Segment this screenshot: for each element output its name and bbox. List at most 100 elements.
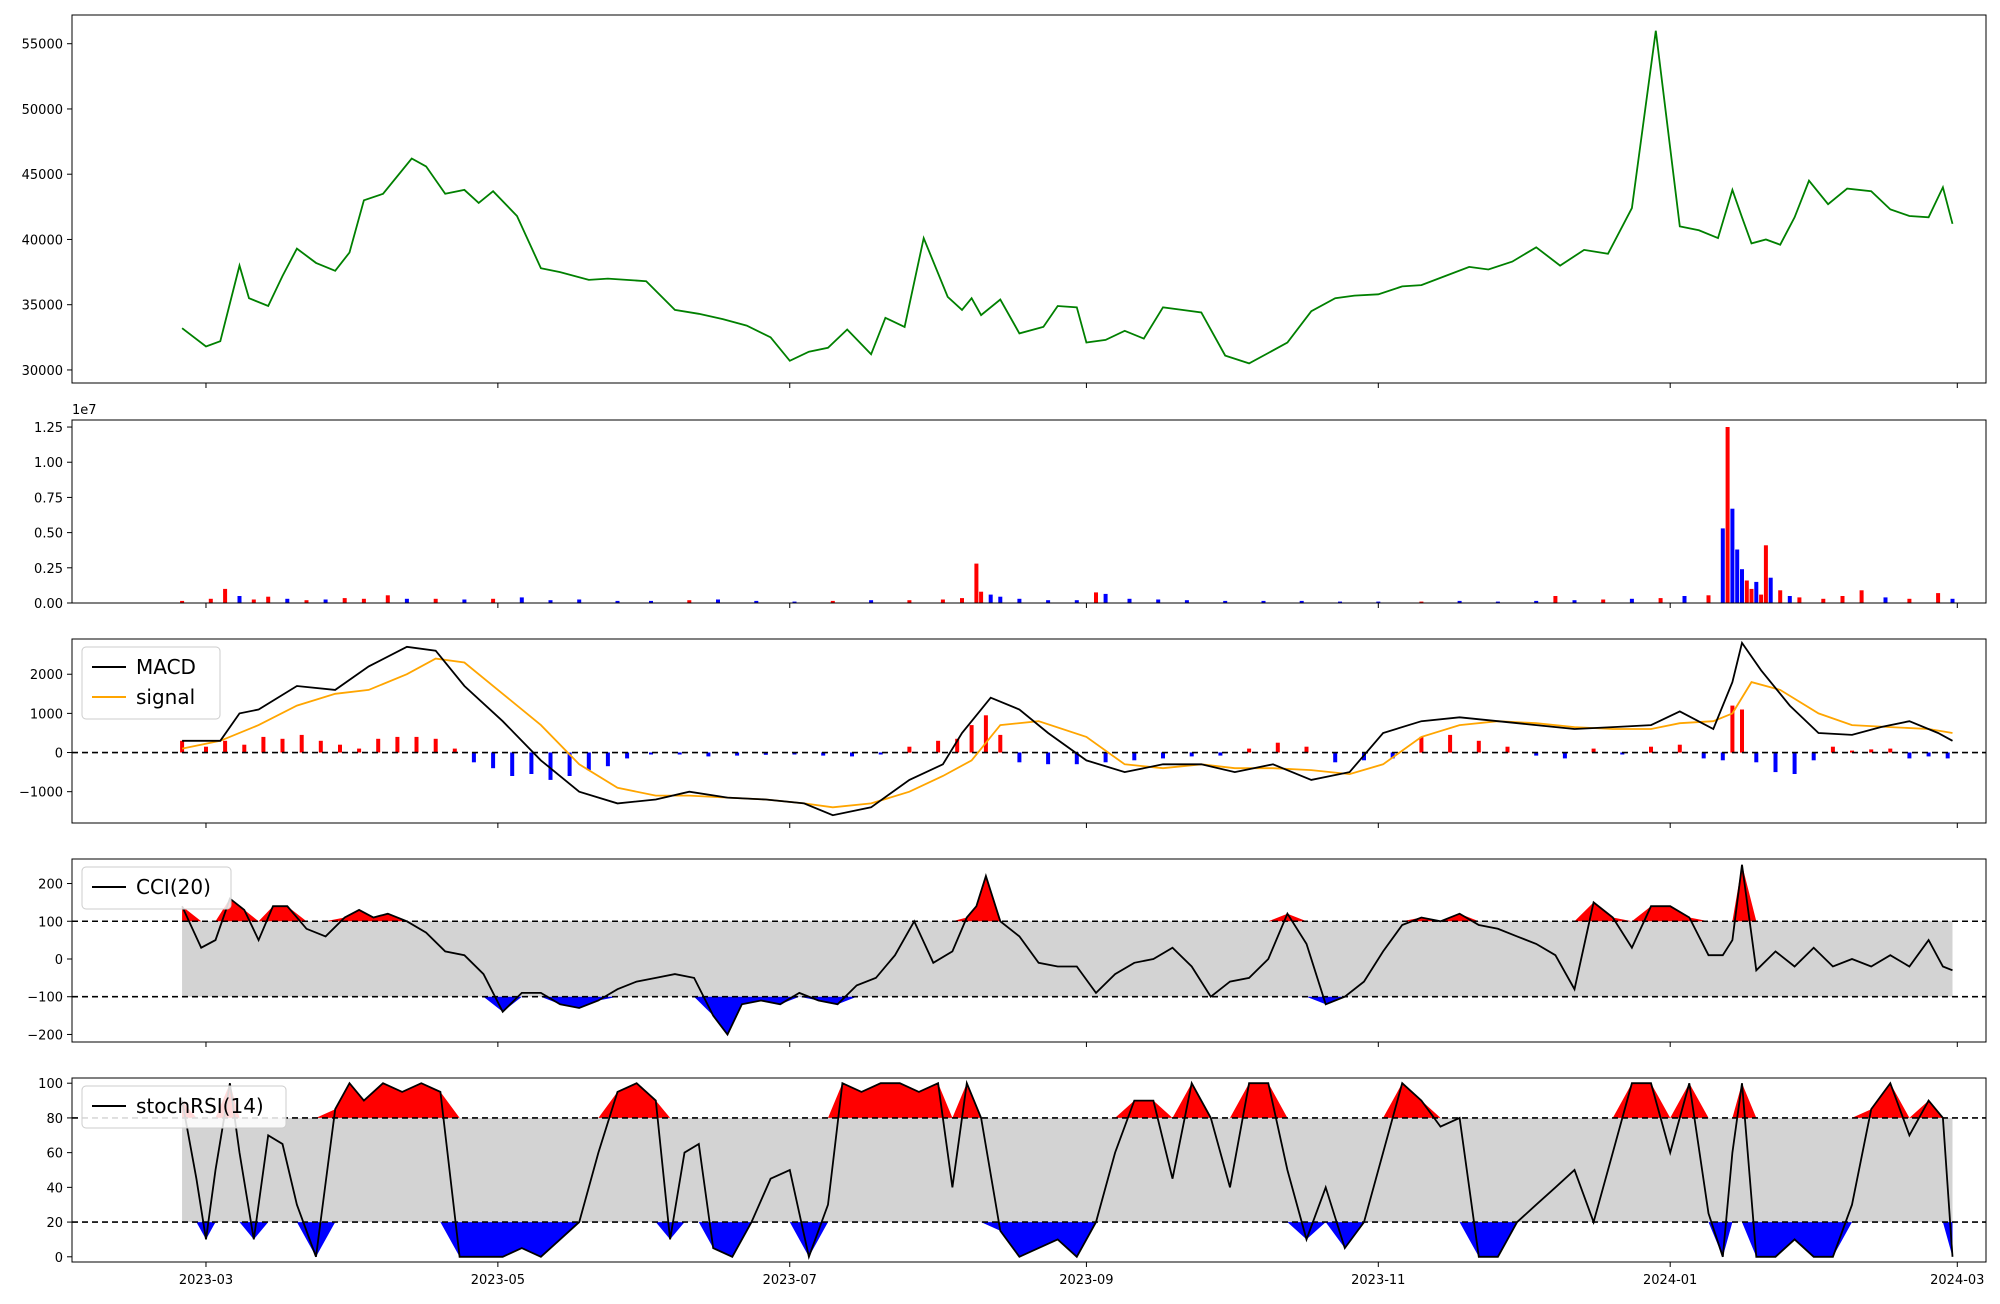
volume-bar [1859, 590, 1864, 603]
legend-box [81, 1085, 287, 1129]
legend-label: MACD [136, 655, 196, 679]
volume-bar [223, 588, 228, 603]
volume-bar [266, 596, 271, 603]
macd-histogram-bar [1701, 752, 1706, 759]
volume-bar [1907, 598, 1912, 603]
volume-bar [716, 599, 720, 603]
macd-histogram-bar [1103, 752, 1108, 763]
volume-bar [988, 594, 993, 603]
macd-histogram-bar [1830, 746, 1835, 753]
macd-histogram-bar [1945, 752, 1950, 759]
legend-label: stochRSI(14) [136, 1094, 264, 1118]
legend-box [81, 646, 221, 720]
x-tick-label: 2023-05 [471, 1273, 525, 1288]
volume-bar [869, 600, 874, 603]
y-tick-label: 1000 [30, 707, 63, 722]
volume-bar [907, 600, 912, 603]
legend-label: signal [136, 685, 195, 709]
macd-histogram-bar [395, 736, 400, 753]
macd-histogram-bar [318, 740, 323, 753]
y-tick-label: 40000 [22, 233, 63, 248]
volume-bar [1787, 596, 1792, 603]
y-tick-label: −100 [27, 991, 63, 1006]
macd-histogram-bar [1419, 736, 1424, 753]
y-tick-label: 2000 [30, 668, 63, 683]
y-tick-label: 35000 [22, 299, 63, 314]
y-tick-label: 100 [38, 1077, 63, 1092]
volume-bar [1017, 598, 1022, 603]
overbought-fill [182, 1083, 1953, 1118]
macd-histogram-bar [1562, 752, 1567, 759]
macd-histogram-bar [1074, 752, 1079, 765]
macd-histogram-bar [983, 715, 988, 753]
macd-histogram-bar [1275, 742, 1280, 753]
macd-histogram-bar [1773, 752, 1778, 773]
volume-bar [1778, 590, 1783, 603]
volume-bar [1495, 601, 1500, 603]
macd-histogram-bar [907, 746, 912, 753]
volume-bar [1720, 528, 1725, 603]
volume-bar [1730, 508, 1735, 603]
macd-histogram-bar [1189, 752, 1194, 757]
volume-bar [1572, 600, 1577, 603]
volume-bar [1094, 592, 1098, 603]
macd-histogram-bar [649, 752, 653, 755]
macd-histogram-bar [433, 738, 438, 753]
volume-bar [1759, 594, 1764, 603]
volume-bar [649, 600, 653, 603]
volume-bar [940, 599, 945, 603]
volume-bar [1840, 596, 1845, 603]
macd-histogram-bar [1677, 744, 1682, 753]
macd-histogram-bar [706, 752, 711, 757]
volume-bar [1127, 598, 1132, 603]
y-tick-label: 200 [38, 878, 63, 893]
volume-bar [1754, 581, 1759, 603]
legend-label: CCI(20) [136, 875, 211, 899]
y-tick-label: 0 [55, 953, 63, 968]
x-tick-label: 2023-09 [1059, 1273, 1113, 1288]
volume-bar [1725, 427, 1730, 603]
y-tick-label: 0.75 [34, 491, 63, 506]
volume-bar [1821, 598, 1826, 603]
y-tick-label: 1.25 [34, 421, 63, 436]
macd-histogram-bar [529, 752, 534, 774]
macd-histogram-bar [1907, 752, 1912, 759]
macd-histogram-bar [821, 752, 826, 756]
volume-bar [830, 600, 835, 603]
macd-histogram-bar [1448, 734, 1453, 753]
volume-bar [792, 601, 797, 603]
macd-histogram-bar [1888, 748, 1893, 753]
macd-histogram-bar [338, 744, 342, 753]
y-tick-label: 20 [46, 1216, 63, 1231]
volume-bar [974, 563, 979, 603]
volume-bar [1797, 597, 1802, 603]
volume-bar [1682, 596, 1687, 603]
x-tick-label: 2023-11 [1351, 1273, 1405, 1288]
volume-bar [615, 600, 620, 603]
macd-histogram-bar [357, 748, 362, 753]
y-tick-label: 30000 [22, 364, 63, 379]
oversold-fill [182, 1222, 1953, 1257]
y-tick-label: −200 [27, 1028, 63, 1043]
volume-bar [361, 598, 366, 603]
volume-bar [1735, 549, 1740, 603]
y-tick-label: 80 [46, 1112, 63, 1127]
volume-bar [1534, 600, 1539, 603]
volume-bar [1046, 600, 1051, 603]
volume-bar [1553, 596, 1558, 603]
indicator-line [181, 864, 1953, 1037]
volume-bar [1156, 599, 1161, 603]
macd-histogram-bar [1132, 752, 1137, 761]
volume-bar [404, 598, 409, 603]
volume-bar [1749, 588, 1754, 603]
macd-histogram-bar [1017, 752, 1022, 763]
volume-bar [1338, 601, 1342, 603]
macd-histogram-bar [1792, 752, 1797, 774]
macd-histogram-bar [955, 738, 960, 753]
macd-histogram-bar [1247, 748, 1252, 753]
volume-bar [1768, 577, 1773, 603]
macd-histogram-bar [1046, 752, 1051, 765]
volume-bar [687, 600, 692, 603]
